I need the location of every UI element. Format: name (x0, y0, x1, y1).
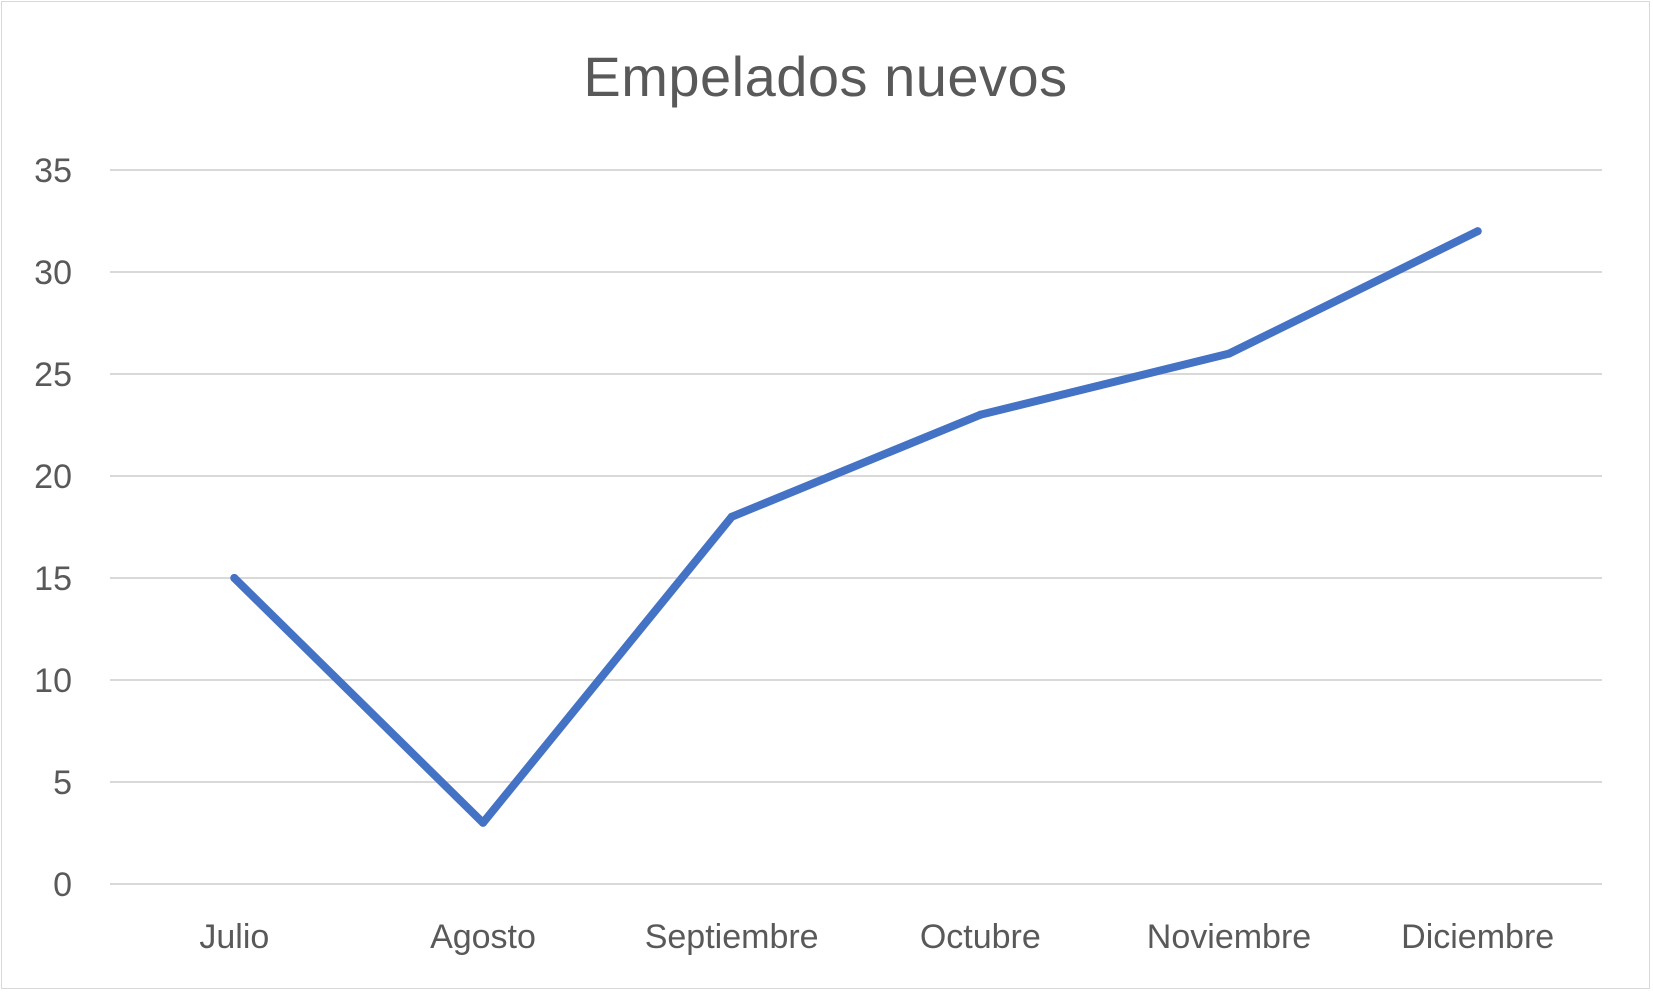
x-tick-label: Noviembre (1147, 918, 1311, 956)
y-tick-label: 25 (34, 356, 72, 394)
data-point-septiembre (727, 512, 736, 521)
x-tick-label: Agosto (430, 918, 536, 956)
series-line-0 (230, 227, 1482, 827)
y-tick-label: 35 (34, 152, 72, 190)
x-tick-label: Septiembre (645, 918, 819, 956)
chart-title: Empelados nuevos (583, 45, 1068, 108)
y-tick-label: 5 (53, 764, 72, 802)
y-axis-ticks: 0 5 10 15 20 25 30 35 (34, 152, 72, 904)
data-point-octubre (976, 410, 985, 419)
x-tick-label: Octubre (920, 918, 1041, 956)
data-point-agosto (479, 818, 487, 827)
y-tick-label: 15 (34, 560, 72, 598)
x-tick-label: Diciembre (1401, 918, 1554, 956)
data-point-noviembre (1225, 349, 1233, 358)
y-tick-label: 0 (53, 866, 72, 904)
x-axis-ticks: Julio Agosto Septiembre Octubre Noviembre Dic… (199, 918, 1554, 956)
y-tick-label: 20 (34, 458, 72, 496)
y-tick-label: 10 (34, 662, 72, 700)
x-tick-label: Julio (199, 918, 269, 956)
y-tick-label: 30 (34, 254, 72, 292)
data-point-diciembre (1473, 227, 1482, 236)
data-point-julio (230, 574, 239, 582)
gridlines (110, 169, 1602, 885)
series-layer (230, 227, 1482, 827)
